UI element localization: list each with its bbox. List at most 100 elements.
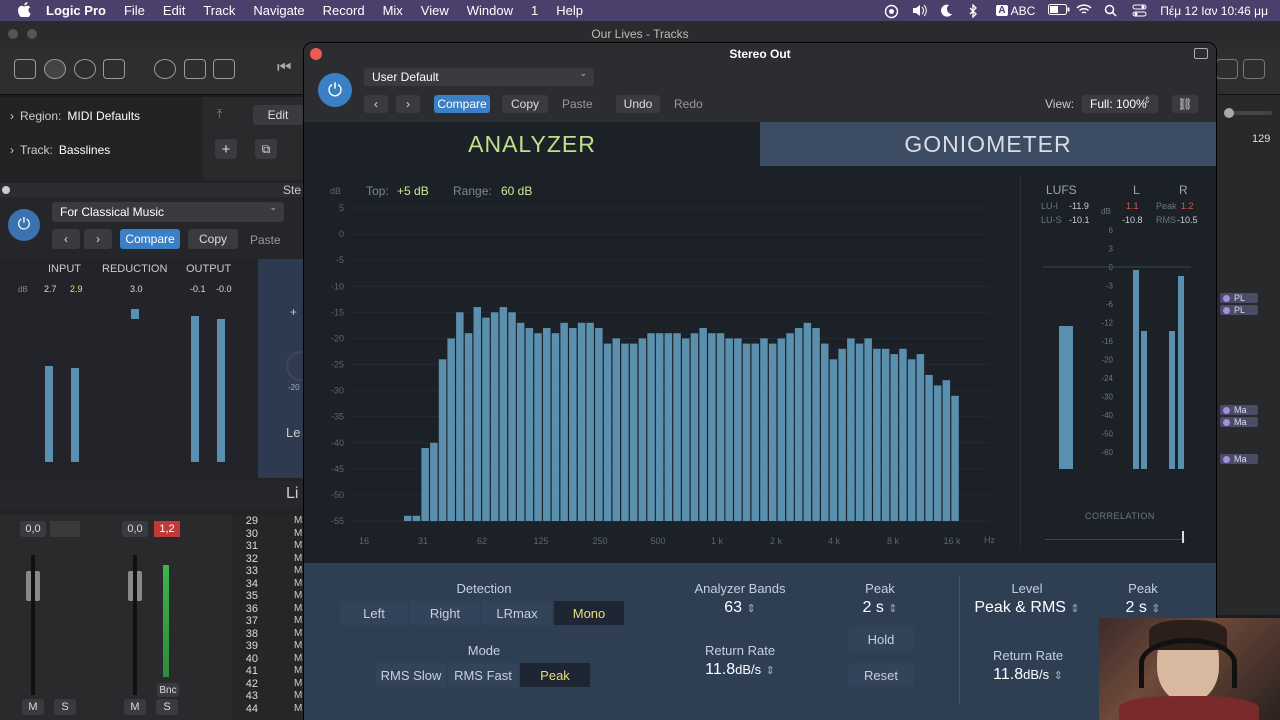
track-number[interactable]: 30: [245, 527, 258, 540]
region-tag-ma-1[interactable]: Ma: [1220, 405, 1258, 415]
track-mute-button[interactable]: M: [294, 602, 303, 614]
compressor-close-button[interactable]: [2, 186, 10, 194]
track-mute-button[interactable]: M: [294, 515, 303, 526]
strip1-fader-track[interactable]: [31, 555, 35, 695]
zoom-slider[interactable]: [1224, 111, 1272, 115]
track-mute-button[interactable]: M: [294, 552, 303, 564]
compressor-paste-button[interactable]: Paste: [250, 233, 281, 247]
region-tag-ma-3[interactable]: Ma: [1220, 454, 1258, 464]
strip2-volume-value[interactable]: 0,0: [122, 521, 148, 537]
tab-analyzer[interactable]: ANALYZER: [304, 122, 760, 166]
compressor-prev-icon[interactable]: ‹: [52, 229, 80, 249]
paste-button[interactable]: Paste: [562, 97, 593, 111]
toolbar-icon[interactable]: [103, 59, 125, 79]
tab-goniometer[interactable]: GONIOMETER: [760, 122, 1216, 166]
track-number[interactable]: 39: [245, 640, 258, 652]
track-mute-button[interactable]: M: [294, 565, 303, 576]
detection-right-button[interactable]: Right: [410, 601, 480, 625]
compressor-preset-dropdown[interactable]: For Classical Music ⌄: [52, 202, 284, 222]
scissors-icon[interactable]: [213, 59, 235, 79]
bluetooth-icon[interactable]: [968, 3, 983, 19]
track-number[interactable]: 37: [245, 615, 258, 627]
plugin-power-icon[interactable]: ⏻: [318, 73, 352, 107]
link-icon[interactable]: ⛓: [1172, 95, 1198, 113]
analyzer-bands-stepper[interactable]: 63 ⇕: [700, 599, 780, 617]
track-mute-button[interactable]: M: [294, 640, 303, 651]
mode-rms-slow-button[interactable]: RMS Slow: [376, 663, 446, 687]
prev-preset-icon[interactable]: ‹: [364, 95, 388, 113]
view-dropdown[interactable]: Full: 100% ⇕: [1082, 95, 1158, 113]
menu-clock[interactable]: Πέμ 12 Ιαν 10:46 μμ: [1160, 3, 1268, 18]
track-number[interactable]: 43: [245, 690, 258, 702]
help-icon[interactable]: [74, 59, 96, 79]
top-value[interactable]: +5 dB: [397, 184, 429, 198]
edit-menu[interactable]: Edit: [253, 105, 303, 125]
compressor-compare-button[interactable]: Compare: [120, 229, 180, 249]
strip1-volume-value[interactable]: 0,0: [20, 521, 46, 537]
region-tag-ma-2[interactable]: Ma: [1220, 417, 1258, 427]
track-mute-button[interactable]: M: [294, 677, 303, 689]
menu-help[interactable]: Help: [556, 3, 583, 18]
copy-button[interactable]: Copy: [502, 95, 548, 113]
track-mute-button[interactable]: M: [294, 702, 303, 714]
strip1-solo-button[interactable]: S: [54, 699, 76, 715]
moon-icon[interactable]: [940, 4, 955, 17]
window-minimize-button[interactable]: [27, 29, 37, 39]
screen-record-icon[interactable]: [884, 4, 899, 19]
track-mute-button[interactable]: M: [294, 540, 303, 551]
menu-view[interactable]: View: [420, 3, 449, 18]
track-mute-button[interactable]: M: [294, 690, 303, 701]
track-number[interactable]: 38: [245, 627, 258, 640]
region-row[interactable]: › Region: MIDI Defaults: [0, 102, 200, 130]
range-value[interactable]: 60 dB: [501, 184, 533, 198]
rewind-icon[interactable]: ⏮: [277, 59, 292, 76]
track-number[interactable]: 33: [245, 565, 258, 577]
editor-icon[interactable]: [1216, 59, 1238, 79]
menu-edit[interactable]: Edit: [162, 3, 186, 18]
track-mute-button[interactable]: M: [294, 665, 303, 676]
strip2-fader-track[interactable]: [133, 555, 137, 695]
region-tag-pl-1[interactable]: PL: [1220, 293, 1258, 303]
apple-menu-icon[interactable]: [16, 1, 32, 20]
zoom-slider-thumb[interactable]: [1224, 108, 1234, 118]
reset-button[interactable]: Reset: [848, 663, 914, 687]
browser-icon[interactable]: [1243, 59, 1265, 79]
compressor-copy-button[interactable]: Copy: [188, 229, 238, 249]
menu-navigate[interactable]: Navigate: [253, 3, 305, 18]
menu-1[interactable]: 1: [531, 3, 539, 18]
track-mute-button[interactable]: M: [294, 627, 303, 639]
volume-icon[interactable]: [912, 4, 928, 17]
bounce-button[interactable]: Bnc: [157, 683, 179, 697]
track-mute-button[interactable]: M: [294, 652, 303, 664]
track-number[interactable]: 29: [245, 515, 258, 527]
redo-button[interactable]: Redo: [674, 97, 703, 111]
menu-mix[interactable]: Mix: [382, 3, 403, 18]
track-number[interactable]: 40: [245, 652, 258, 665]
return-rate-stepper[interactable]: 11.8dB/s ⇕: [680, 661, 800, 679]
window-close-button[interactable]: [8, 29, 18, 39]
search-icon[interactable]: [1104, 4, 1119, 17]
detection-left-button[interactable]: Left: [340, 601, 408, 625]
track-number[interactable]: 42: [245, 677, 258, 690]
track-number[interactable]: 44: [245, 702, 258, 715]
track-mute-button[interactable]: M: [294, 527, 303, 539]
add-track-icon[interactable]: +: [215, 139, 237, 159]
mode-rms-fast-button[interactable]: RMS Fast: [448, 663, 518, 687]
compressor-power-icon[interactable]: ⏻: [8, 209, 40, 241]
hold-button[interactable]: Hold: [848, 627, 914, 651]
duplicate-track-icon[interactable]: ⧉: [255, 139, 277, 159]
smart-controls-icon[interactable]: [154, 59, 176, 79]
track-mute-button[interactable]: M: [294, 615, 303, 626]
menu-record[interactable]: Record: [322, 3, 365, 18]
region-tag-pl-2[interactable]: PL: [1220, 305, 1258, 315]
track-number[interactable]: 41: [245, 665, 258, 677]
strip2-solo-button[interactable]: S: [156, 699, 178, 715]
track-mute-button[interactable]: M: [294, 577, 303, 589]
track-number[interactable]: 36: [245, 602, 258, 615]
track-row[interactable]: › Track: Basslines: [0, 136, 200, 164]
strip1-mute-button[interactable]: M: [22, 699, 44, 715]
peak-hold-stepper[interactable]: 2 s ⇕: [840, 599, 920, 617]
undo-button[interactable]: Undo: [616, 95, 660, 113]
control-center-icon[interactable]: [1132, 4, 1147, 17]
wifi-icon[interactable]: [1076, 4, 1092, 17]
